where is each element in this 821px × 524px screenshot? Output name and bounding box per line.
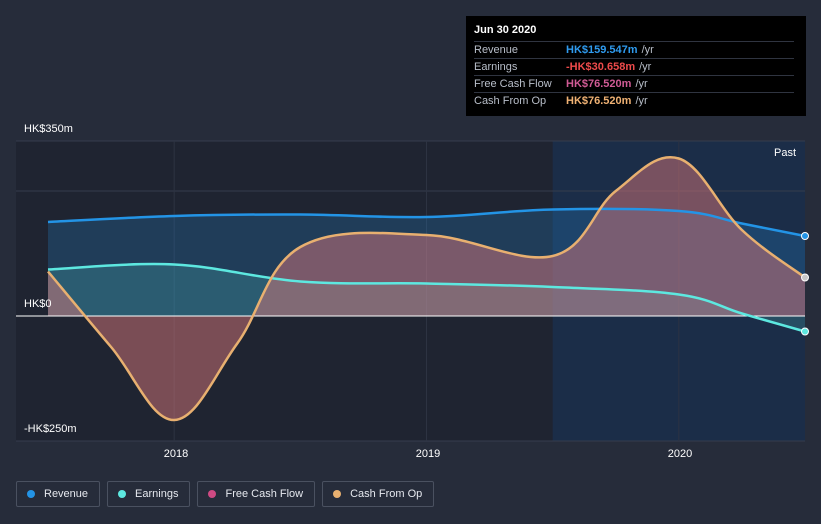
legend-label: Revenue [44,488,89,500]
legend-item-revenue[interactable]: Revenue [16,481,101,507]
tooltip-row-earnings: Earnings -HK$30.658m /yr [474,58,794,75]
legend-item-free-cash-flow[interactable]: Free Cash Flow [197,481,316,507]
x-tick-label-2019: 2019 [415,448,441,460]
legend: Revenue Earnings Free Cash Flow Cash Fro… [16,481,435,507]
tooltip-row-revenue: Revenue HK$159.547m /yr [474,41,794,58]
tooltip-value: HK$76.520m [566,78,632,90]
free-cash-flow-dot-icon [208,490,217,498]
series-endpoints [801,232,809,336]
tooltip-value: HK$76.520m [566,95,632,107]
tooltip-label: Free Cash Flow [474,78,552,90]
y-tick-label-zero: HK$0 [24,298,52,310]
legend-label: Free Cash Flow [225,488,304,500]
legend-label: Earnings [135,488,179,500]
x-tick-label-2018: 2018 [163,448,189,460]
earnings-area [48,264,805,332]
tooltip-unit: /yr [635,95,648,107]
tooltip-unit: /yr [639,61,652,73]
cash-from-op-line [47,155,806,422]
past-label: Past [774,147,797,159]
tooltip-unit: /yr [635,78,648,90]
revenue-endpoint [801,232,809,240]
legend-item-cash-from-op[interactable]: Cash From Op [322,481,435,507]
tooltip-row-free-cash-flow: Free Cash Flow HK$76.520m /yr [474,75,794,92]
tooltip-label: Cash From Op [474,95,547,107]
free-cash-flow-area [48,157,805,421]
y-tick-label-top: HK$350m [24,123,73,135]
tooltip-row-cash-from-op: Cash From Op HK$76.520m /yr [474,92,794,109]
legend-item-earnings[interactable]: Earnings [107,481,191,507]
earnings-line [47,262,806,333]
gridlines [16,140,805,442]
x-tick-label-2020: 2020 [667,448,693,460]
tooltip-label: Earnings [474,61,518,73]
data-tooltip: Jun 30 2020 Revenue HK$159.547m /yr Earn… [466,16,806,116]
tooltip-value: HK$159.547m [566,44,638,56]
tooltip-unit: /yr [641,44,654,56]
tooltip-label: Revenue [474,44,519,56]
y-tick-label-bottom: -HK$250m [24,423,77,435]
cash-from-op-endpoint [801,273,809,282]
tooltip-value: -HK$30.658m [566,61,636,73]
cash-from-op-area [48,157,805,421]
earnings-endpoint [801,327,809,336]
revenue-line [47,207,806,238]
cash-from-op-dot-icon [333,490,342,498]
earnings-dot-icon [118,490,127,498]
tooltip-date: Jun 30 2020 [474,24,537,36]
legend-label: Cash From Op [350,488,423,500]
series-lines [47,155,806,422]
revenue-dot-icon [27,490,35,498]
